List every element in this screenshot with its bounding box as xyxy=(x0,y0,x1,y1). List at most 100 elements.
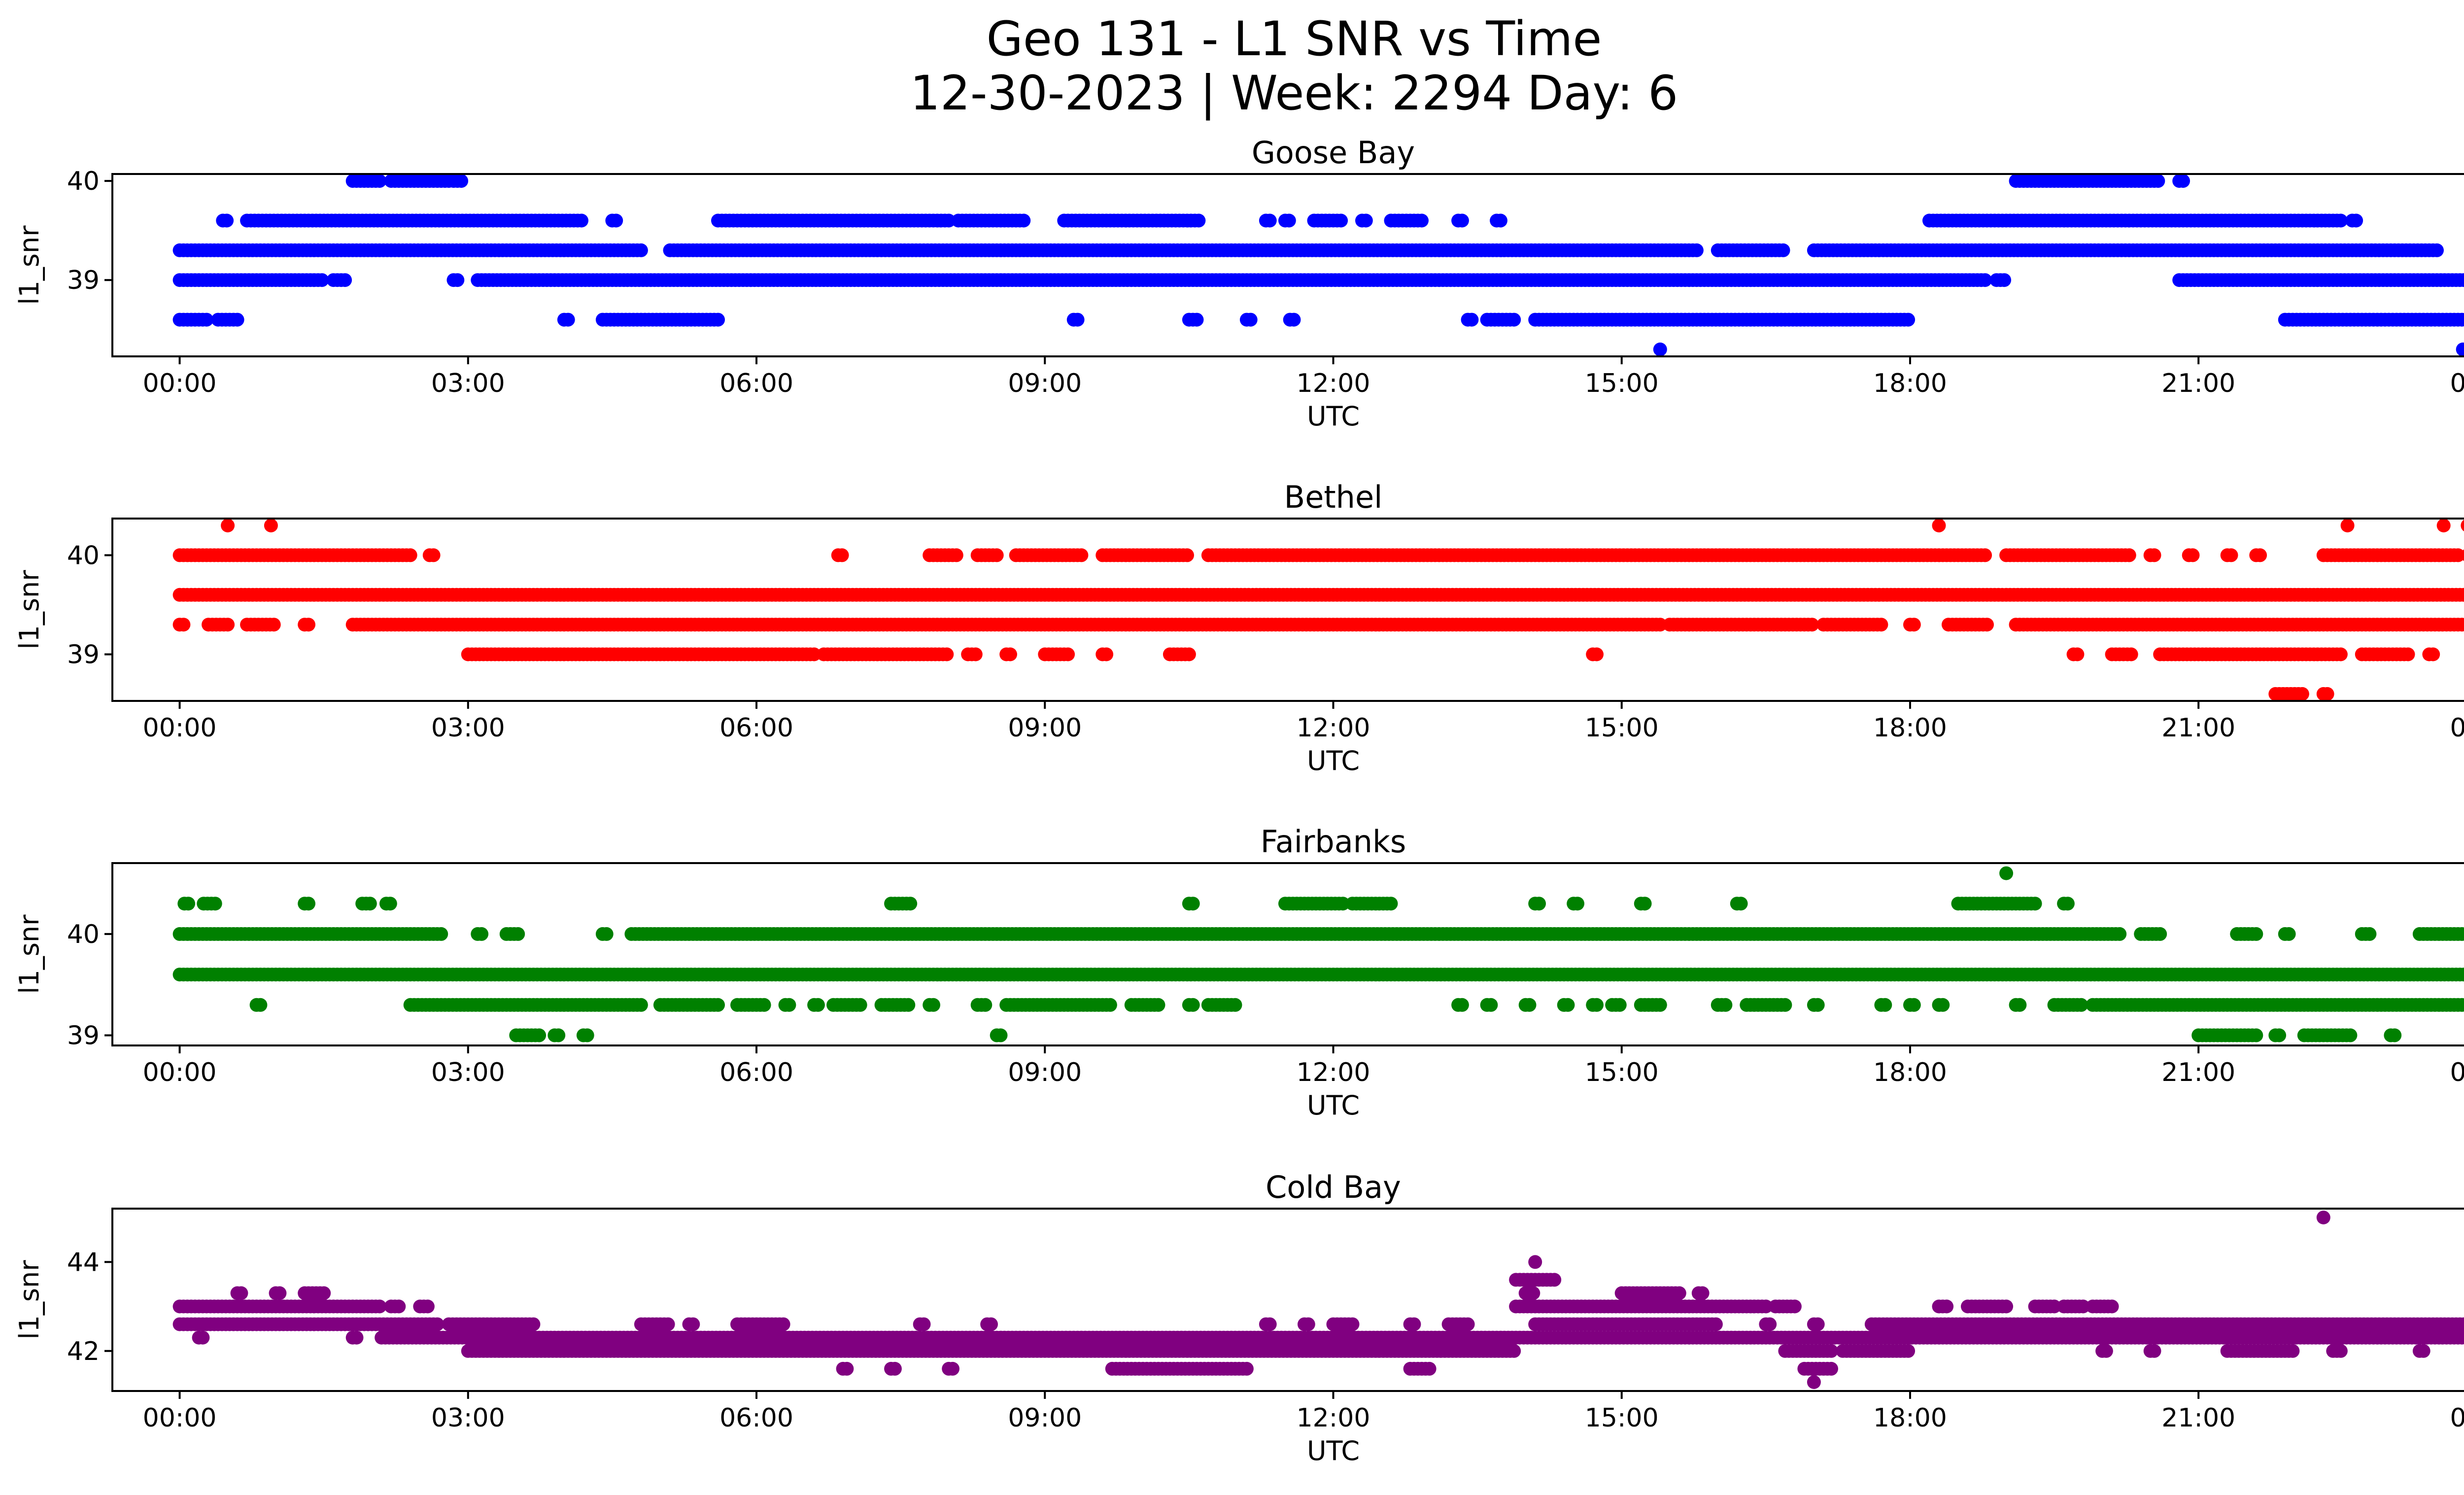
data-point xyxy=(1455,998,1469,1012)
data-point xyxy=(2320,687,2334,701)
data-point xyxy=(2282,927,2296,941)
x-tick-label: 12:00 xyxy=(1297,369,1370,398)
data-point xyxy=(1070,313,1085,327)
data-point xyxy=(2153,927,2167,941)
data-point xyxy=(1776,243,1790,257)
data-point xyxy=(1978,548,1992,562)
data-point xyxy=(2176,174,2190,188)
data-point xyxy=(2028,897,2042,911)
axes-frame xyxy=(111,518,2464,702)
data-point xyxy=(835,548,849,562)
data-point xyxy=(1182,647,1196,661)
data-point xyxy=(942,213,956,228)
data-point xyxy=(711,313,725,327)
data-point xyxy=(363,897,377,911)
data-point xyxy=(208,897,222,911)
x-tick-label: 06:00 xyxy=(719,369,793,398)
data-point xyxy=(2249,927,2263,941)
data-point xyxy=(1263,213,1277,228)
x-tick-label: 00:00 xyxy=(2450,713,2464,743)
data-point xyxy=(403,548,417,562)
data-point xyxy=(475,927,489,941)
data-point xyxy=(1465,313,1479,327)
data-point xyxy=(1334,213,1348,228)
y-tick-label: 39 xyxy=(67,266,100,295)
data-point xyxy=(383,897,397,911)
data-point xyxy=(1190,313,1204,327)
data-point xyxy=(782,998,796,1012)
x-tick-label: 00:00 xyxy=(143,369,217,398)
x-tick-label: 00:00 xyxy=(143,713,217,743)
data-point xyxy=(634,998,648,1012)
data-point xyxy=(1997,273,2012,287)
data-point xyxy=(2461,274,2464,286)
data-point xyxy=(450,273,465,287)
data-point xyxy=(373,174,387,188)
data-point xyxy=(511,927,525,941)
data-point xyxy=(1874,618,1888,632)
data-point xyxy=(2151,174,2165,188)
data-point xyxy=(1415,213,1429,228)
data-point xyxy=(426,548,441,562)
data-point xyxy=(2186,548,2200,562)
data-point xyxy=(978,998,992,1012)
data-point xyxy=(2436,519,2451,533)
data-point xyxy=(1384,897,1398,911)
x-axis-label: UTC xyxy=(1307,401,1360,432)
x-tick-label: 15:00 xyxy=(1585,369,1659,398)
data-point xyxy=(1878,998,1892,1012)
data-point xyxy=(1936,998,1950,1012)
figure-title-line1: Geo 131 - L1 SNR vs Time xyxy=(987,11,1602,67)
y-axis-label: l1_snr xyxy=(14,570,45,650)
data-point xyxy=(1493,213,1507,228)
x-tick-label: 21:00 xyxy=(2161,369,2235,398)
data-point xyxy=(1638,897,1652,911)
data-point xyxy=(230,313,244,327)
data-point xyxy=(1243,313,1258,327)
data-point xyxy=(1689,243,1704,257)
data-point xyxy=(1718,998,1733,1012)
data-point xyxy=(599,927,614,941)
data-point xyxy=(2362,927,2377,941)
data-point xyxy=(2333,647,2348,661)
data-point xyxy=(1907,618,1921,632)
x-tick-label: 03:00 xyxy=(431,713,505,743)
data-point xyxy=(1192,213,1206,228)
data-point xyxy=(1017,213,1031,228)
data-point xyxy=(2456,342,2464,356)
data-point xyxy=(2113,927,2127,941)
x-axis-label: UTC xyxy=(1307,745,1360,776)
data-point xyxy=(1590,647,1604,661)
data-point xyxy=(302,897,315,911)
data-point xyxy=(181,897,196,911)
x-tick-label: 09:00 xyxy=(1008,369,1082,398)
data-point xyxy=(711,998,725,1012)
data-point xyxy=(1099,647,1114,661)
data-point xyxy=(176,618,191,632)
data-point xyxy=(575,213,588,228)
subplot-title: Bethel xyxy=(1284,479,1383,515)
data-point xyxy=(302,618,315,632)
data-point xyxy=(1074,548,1089,562)
data-point xyxy=(940,647,954,661)
data-point xyxy=(2253,548,2267,562)
data-point xyxy=(2426,647,2440,661)
data-point xyxy=(926,998,940,1012)
data-point xyxy=(220,213,234,228)
data-point xyxy=(2013,998,2027,1012)
data-point xyxy=(267,618,281,632)
data-point xyxy=(811,998,825,1012)
y-axis-label: l1_snr xyxy=(14,225,45,305)
data-point xyxy=(1653,998,1667,1012)
data-point xyxy=(1151,998,1165,1012)
data-point xyxy=(1507,313,1521,327)
x-tick-label: 12:00 xyxy=(1297,713,1370,743)
data-point xyxy=(434,927,448,941)
data-point xyxy=(1734,897,1748,911)
data-point xyxy=(1590,998,1604,1012)
data-point xyxy=(2430,243,2444,257)
